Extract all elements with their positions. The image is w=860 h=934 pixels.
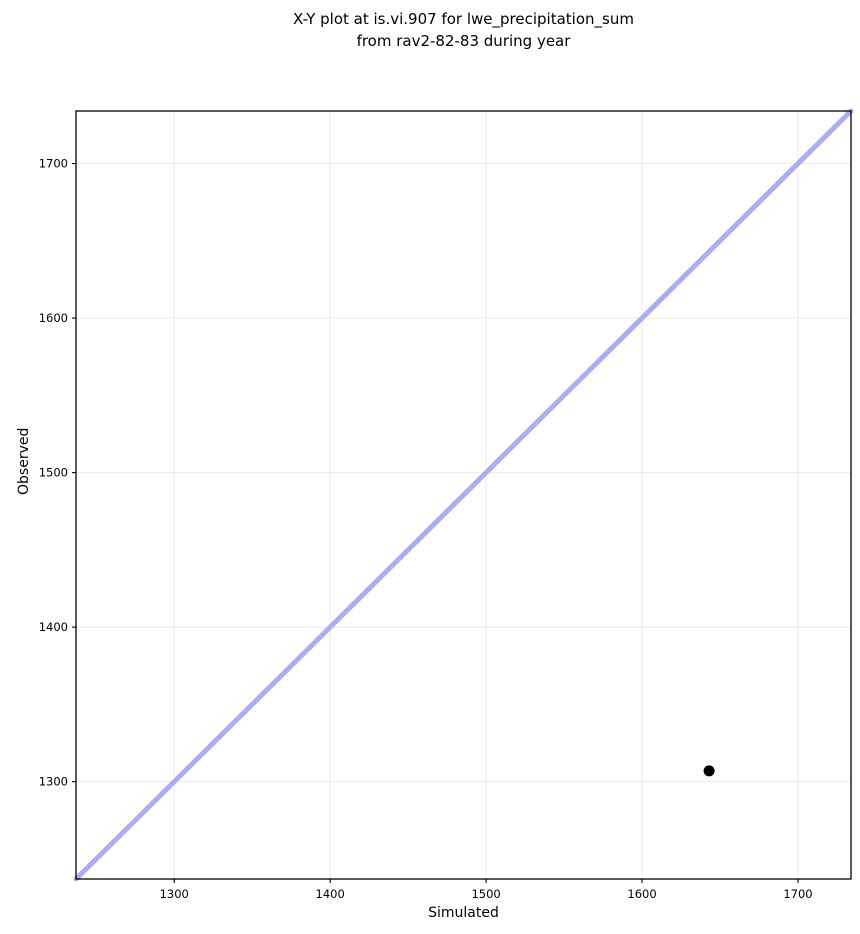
y-tick-label: 1700 — [39, 156, 68, 170]
data-point — [703, 765, 715, 777]
y-tick-label: 1500 — [39, 466, 68, 480]
chart-title: X-Y plot at is.vi.907 for lwe_precipitat… — [293, 10, 634, 50]
plot-border — [75, 110, 852, 880]
x-tick-label: 1300 — [160, 887, 189, 901]
y-tick-label: 1600 — [39, 311, 68, 325]
x-tick-label: 1400 — [316, 887, 345, 901]
x-axis-label: Simulated — [428, 905, 499, 921]
identity-line — [73, 108, 854, 882]
x-tick-label: 1700 — [783, 887, 812, 901]
y-tick-label: 1300 — [39, 775, 68, 789]
x-tick-label: 1500 — [471, 887, 500, 901]
x-tick-label: 1600 — [627, 887, 656, 901]
y-tick-label: 1400 — [39, 620, 68, 634]
